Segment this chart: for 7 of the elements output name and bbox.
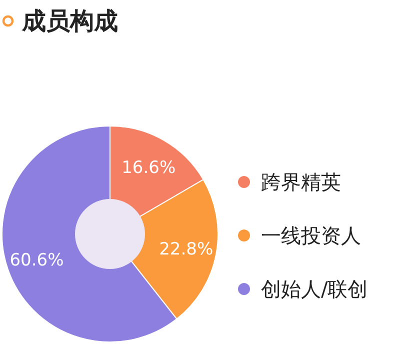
data-label: 22.8% [159,240,214,260]
legend-label: 创始人/联创 [261,277,368,301]
legend-label: 跨界精英 [261,170,341,194]
chart-title: 成员构成 [21,7,118,35]
legend-label: 一线投资人 [261,224,361,248]
data-label: 16.6% [122,158,176,178]
data-label: 60.6% [10,250,64,270]
